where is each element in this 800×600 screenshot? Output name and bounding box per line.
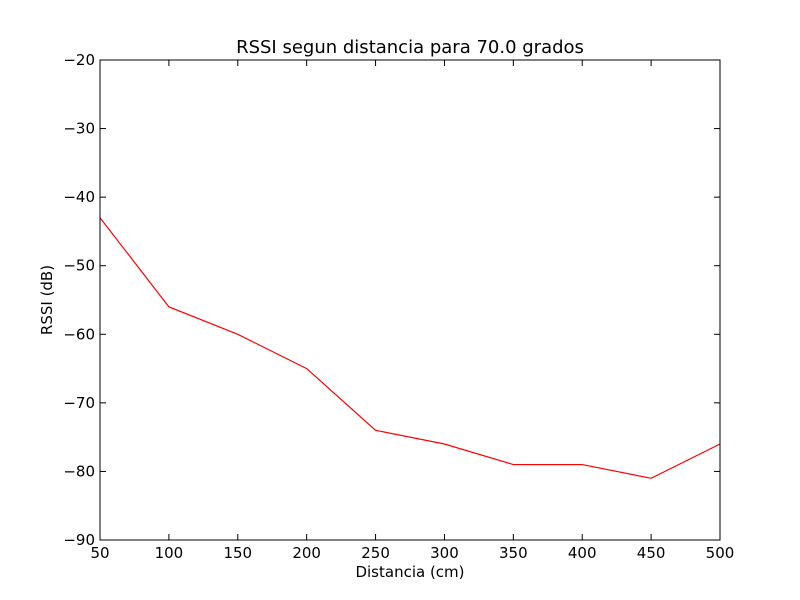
x-tick-label: 450: [637, 544, 666, 562]
x-tick-label: 400: [568, 544, 597, 562]
x-tick-label: 100: [155, 544, 184, 562]
axis-ticks: 50 100 150 200 250 300 350 400 450 500 −90 −80 −70 −6…: [63, 51, 734, 562]
y-tick-label: −90: [63, 531, 95, 549]
x-tick-label: 500: [706, 544, 735, 562]
plot-frame: [99, 59, 721, 541]
y-tick-label: −30: [63, 120, 95, 138]
x-axis-label: Distancia (cm): [355, 563, 464, 581]
series-line: [99, 217, 721, 479]
y-tick-label: −80: [63, 462, 95, 480]
chart-title: RSSI segun distancia para 70.0 grados: [236, 37, 584, 58]
y-tick-label: −40: [63, 188, 95, 206]
y-tick-label: −70: [63, 394, 95, 412]
y-tick-label: −60: [63, 325, 95, 343]
x-tick-label: 300: [430, 544, 459, 562]
y-tick-label: −20: [63, 51, 95, 69]
x-tick-label: 250: [361, 544, 390, 562]
x-tick-label: 350: [499, 544, 528, 562]
y-axis-label: RSSI (dB): [38, 265, 56, 335]
x-tick-label: 200: [292, 544, 321, 562]
x-tick-label: 50: [90, 544, 109, 562]
x-tick-label: 150: [223, 544, 252, 562]
y-tick-label: −50: [63, 257, 95, 275]
